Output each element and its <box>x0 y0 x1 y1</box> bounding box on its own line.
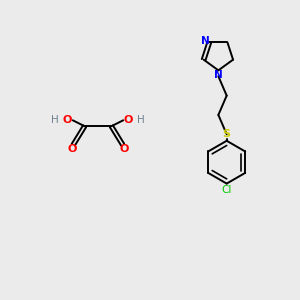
Text: N: N <box>214 70 223 80</box>
Text: O: O <box>63 115 72 125</box>
Text: S: S <box>223 129 231 139</box>
Text: O: O <box>124 115 133 125</box>
Text: O: O <box>67 144 76 154</box>
Text: O: O <box>119 144 129 154</box>
Text: H: H <box>51 115 59 125</box>
Text: Cl: Cl <box>221 185 232 195</box>
Text: N: N <box>201 36 209 46</box>
Text: H: H <box>137 115 145 125</box>
